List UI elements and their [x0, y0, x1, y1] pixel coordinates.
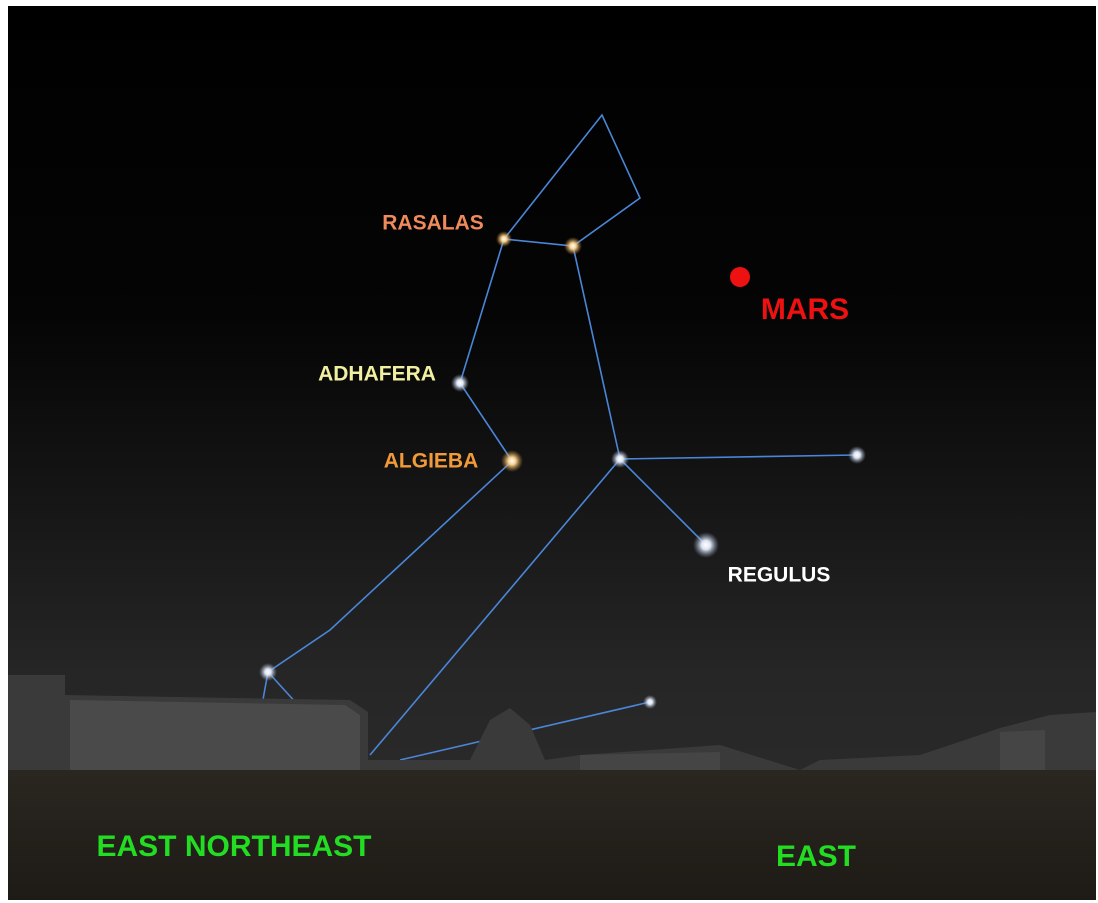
star: [501, 450, 523, 472]
direction-label: EAST: [776, 840, 856, 873]
page: RASALAS ADHAFERA ALGIEBA REGULUS MARS EA…: [0, 0, 1098, 903]
star-label: ALGIEBA: [384, 450, 479, 473]
star: [564, 237, 582, 255]
star-label: ADHAFERA: [318, 363, 436, 386]
planet-label: MARS: [761, 293, 849, 326]
sky-chart: RASALAS ADHAFERA ALGIEBA REGULUS MARS EA…: [0, 0, 1098, 903]
star: [259, 663, 277, 681]
star: [643, 695, 657, 709]
star: [848, 446, 866, 464]
direction-label: EAST NORTHEAST: [96, 830, 371, 863]
star: [496, 231, 512, 247]
star: [611, 450, 629, 468]
star-label: REGULUS: [728, 564, 831, 587]
star: [693, 532, 719, 558]
star-label: RASALAS: [382, 212, 484, 235]
building: [70, 700, 360, 770]
mars-dot: [730, 267, 750, 287]
star: [451, 374, 469, 392]
